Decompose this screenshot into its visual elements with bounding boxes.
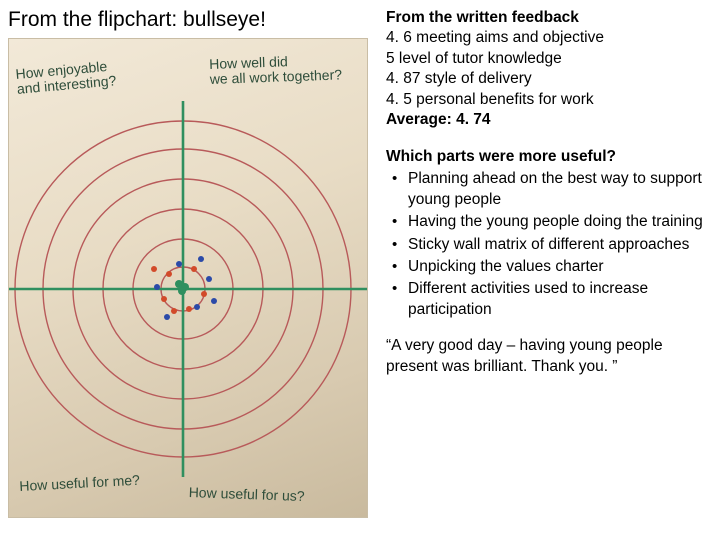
- list-item: Different activities used to increase pa…: [386, 279, 710, 320]
- list-item: Sticky wall matrix of different approach…: [386, 235, 710, 255]
- score-line: 4. 87 style of delivery: [386, 69, 710, 89]
- score-average: Average: 4. 74: [386, 110, 710, 130]
- right-column: From the written feedback 4. 6 meeting a…: [380, 0, 720, 540]
- useful-list: Planning ahead on the best way to suppor…: [386, 169, 710, 320]
- quote-text: “A very good day – having young people p…: [386, 336, 710, 377]
- list-item: Having the young people doing the traini…: [386, 212, 710, 232]
- score-line: 4. 5 personal benefits for work: [386, 90, 710, 110]
- flipchart-photo: How enjoyableand interesting? How well d…: [8, 38, 368, 518]
- score-line: 5 level of tutor knowledge: [386, 49, 710, 69]
- score-line: 4. 6 meeting aims and objective: [386, 28, 710, 48]
- feedback-scores-section: From the written feedback 4. 6 meeting a…: [386, 8, 710, 131]
- left-column: From the flipchart: bullseye! How enjoya…: [0, 0, 380, 540]
- quote-section: “A very good day – having young people p…: [386, 336, 710, 377]
- useful-section: Which parts were more useful? Planning a…: [386, 147, 710, 321]
- left-title: From the flipchart: bullseye!: [8, 8, 380, 32]
- list-item: Unpicking the values charter: [386, 257, 710, 277]
- handwriting-q2: How well didwe all work together?: [209, 52, 342, 86]
- useful-heading: Which parts were more useful?: [386, 147, 710, 167]
- bullseye-diagram: [9, 39, 368, 518]
- list-item: Planning ahead on the best way to suppor…: [386, 169, 710, 210]
- feedback-heading: From the written feedback: [386, 8, 710, 28]
